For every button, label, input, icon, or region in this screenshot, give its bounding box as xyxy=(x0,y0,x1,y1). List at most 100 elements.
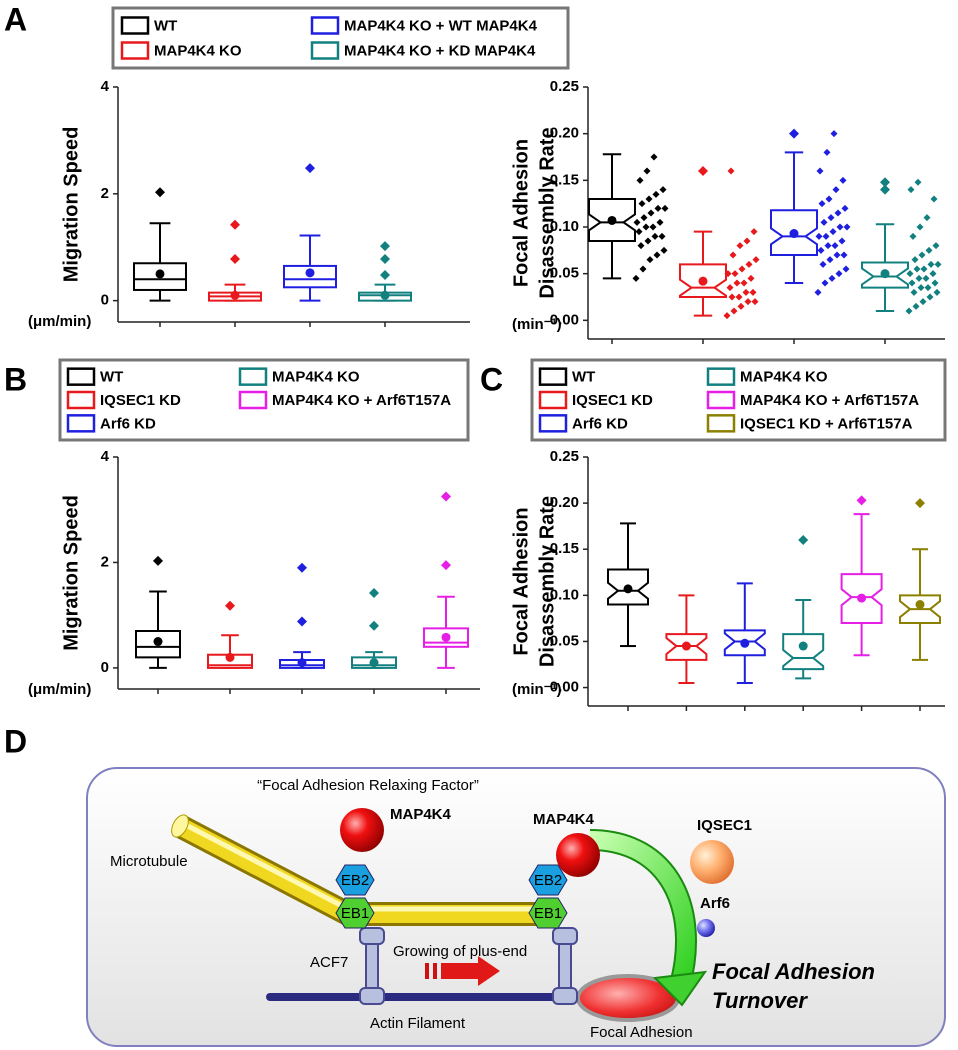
data-point xyxy=(924,284,932,292)
data-point xyxy=(737,302,745,310)
mean xyxy=(880,269,890,279)
data-point xyxy=(735,293,743,301)
eb-proteins xyxy=(335,864,568,929)
box xyxy=(782,633,825,671)
data-point xyxy=(740,279,748,287)
y-axis-label: Disassembly Rate xyxy=(536,127,558,298)
data-point xyxy=(731,270,739,278)
data-point xyxy=(752,256,760,264)
y-tick-label: 0.10 xyxy=(550,218,579,235)
legend-swatch xyxy=(120,16,150,35)
y-axis-unit: (μm/min) xyxy=(28,681,91,698)
data-point xyxy=(933,288,941,296)
legend-frame xyxy=(530,358,947,442)
data-point xyxy=(826,256,834,264)
outlier xyxy=(880,177,890,188)
data-point xyxy=(639,265,647,273)
mean xyxy=(740,638,750,648)
y-tick-label: 0.15 xyxy=(550,171,579,188)
data-point xyxy=(909,232,917,240)
data-point xyxy=(650,153,658,161)
legend-label: MAP4K4 KO xyxy=(272,369,360,386)
legend-label: Arf6 KD xyxy=(572,415,628,432)
legend-swatch xyxy=(706,390,736,410)
legend-label: IQSEC1 KD xyxy=(572,392,653,409)
data-point xyxy=(633,218,641,226)
mean xyxy=(798,641,808,651)
outlier xyxy=(789,128,799,139)
y-tick-label: 0 xyxy=(101,292,109,309)
data-point xyxy=(652,190,660,198)
data-point xyxy=(843,223,851,231)
y-tick-label: 0.20 xyxy=(550,125,579,142)
outlier xyxy=(380,241,390,252)
legend-swatch xyxy=(538,367,568,386)
data-point xyxy=(931,279,939,287)
data-point xyxy=(823,148,831,156)
data-point xyxy=(749,288,757,296)
data-point xyxy=(833,251,841,259)
data-point xyxy=(751,298,759,306)
legend-frame xyxy=(58,358,470,442)
y-tick-label: 0 xyxy=(101,659,109,676)
panel-label: A xyxy=(4,1,27,37)
y-tick-label: 2 xyxy=(101,553,109,570)
data-point xyxy=(736,242,744,250)
data-point xyxy=(930,195,938,203)
data-point xyxy=(932,242,940,250)
diagram-label: EB2 xyxy=(341,872,369,889)
outlier xyxy=(230,253,240,264)
data-point xyxy=(727,167,735,175)
mean xyxy=(681,641,691,651)
outlier xyxy=(380,270,390,280)
diagram-label: Focal Adhesion xyxy=(712,959,875,984)
data-point xyxy=(653,251,661,259)
legend-swatch xyxy=(310,16,340,35)
y-axis-label: Focal Adhesion xyxy=(510,507,532,655)
legend-frame xyxy=(111,6,570,70)
outlier xyxy=(880,184,890,195)
mean xyxy=(230,290,240,300)
growth-arrow xyxy=(425,956,500,986)
data-point xyxy=(923,214,931,222)
data-point xyxy=(654,204,662,212)
data-point xyxy=(645,195,653,203)
data-point xyxy=(660,246,668,254)
mean xyxy=(155,269,165,279)
data-point xyxy=(832,186,840,194)
y-tick-label: 0.00 xyxy=(550,311,579,328)
diagram-label: “Focal Adhesion Relaxing Factor” xyxy=(257,777,479,794)
chart: 0.00 0.05 0.10 0.15 0.20 0.25 Focal Adhesion Di… xyxy=(510,358,947,711)
outlier xyxy=(369,588,379,599)
mean xyxy=(607,215,617,225)
legend-swatch xyxy=(538,390,568,410)
y-tick-label: 4 xyxy=(101,448,110,465)
mean xyxy=(369,658,379,668)
turnover-arrow xyxy=(589,831,695,988)
data-point xyxy=(638,200,646,208)
legend-swatch xyxy=(706,414,736,433)
outlier xyxy=(153,555,163,566)
data-point xyxy=(834,209,842,217)
outlier xyxy=(441,560,451,571)
outlier xyxy=(297,562,307,573)
y-axis-label: Migration Speed xyxy=(60,495,82,651)
data-point xyxy=(817,246,825,254)
data-point xyxy=(723,312,731,320)
legend-swatch xyxy=(66,390,96,410)
data-point xyxy=(637,242,645,250)
y-axis-unit: (μm/min) xyxy=(28,313,91,330)
legend-swatch xyxy=(706,367,736,386)
data-point xyxy=(918,251,926,259)
diagram-label: Growing of plus-end xyxy=(393,943,527,960)
arf6-sphere xyxy=(697,919,715,937)
y-tick-label: 0.05 xyxy=(550,265,579,282)
mean xyxy=(789,229,799,239)
data-point xyxy=(926,293,934,301)
data-point xyxy=(822,232,830,240)
y-axis-label: Disassembly Rate xyxy=(536,496,558,667)
diagram-label: Actin Filament xyxy=(370,1015,466,1032)
y-axis-label: Migration Speed xyxy=(60,127,82,283)
diagram-label: Arf6 xyxy=(700,895,730,912)
diagram-label: IQSEC1 xyxy=(697,817,752,834)
